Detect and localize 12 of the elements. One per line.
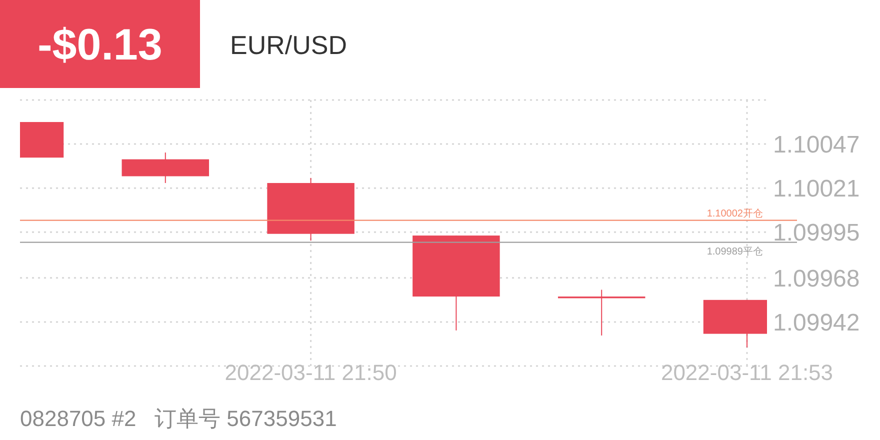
text: 0828705 #2 订单号 567359531 [20,406,337,431]
y-tick-label: 1.10047 [773,131,860,158]
y-tick-label: 1.09942 [773,309,860,336]
x-tick-label: 2022-03-11 21:53 [660,360,834,385]
text: -$0.13 [38,20,162,70]
chart-title: EUR/USD [230,30,348,60]
y-tick-label: 1.10021 [773,176,860,202]
y-tick-label: 1.09995 [773,220,860,247]
ref-line-label: 1.09989平仓 [706,245,763,258]
y-tick-label: 1.09968 [773,265,860,292]
ref-line-label: 1.10002开仓 [706,207,763,220]
x-tick-label: 2022-03-11 21:50 [224,360,397,385]
